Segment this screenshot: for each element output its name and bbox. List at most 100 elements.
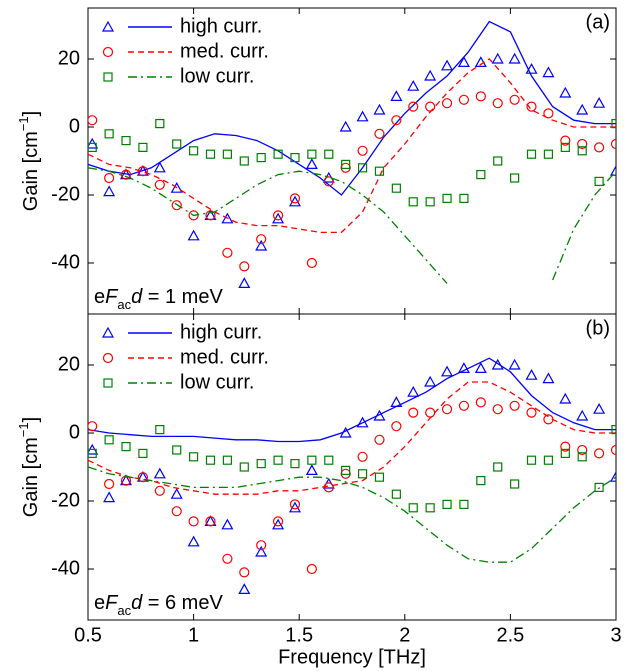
- marker-triangle: [474, 362, 487, 373]
- marker-circle: [475, 397, 486, 408]
- marker-circle: [560, 441, 571, 452]
- marker-square: [510, 479, 520, 489]
- marker-triangle: [525, 368, 538, 380]
- legend-label: high curr.: [180, 15, 262, 37]
- marker-circle: [340, 468, 351, 479]
- marker-square: [425, 197, 435, 207]
- marker-triangle: [356, 416, 369, 428]
- marker-circle: [256, 234, 267, 245]
- y-tick-label: 20: [58, 353, 80, 375]
- marker-circle: [441, 98, 453, 109]
- marker-square: [121, 442, 131, 452]
- marker-square: [138, 448, 148, 458]
- curve: [88, 20, 616, 196]
- marker-triangle: [609, 164, 616, 176]
- marker-square: [459, 499, 469, 509]
- annotation-part: e: [94, 592, 105, 614]
- marker-square: [205, 455, 216, 465]
- marker-square: [408, 197, 418, 207]
- marker-triangle: [272, 518, 285, 530]
- marker-triangle: [407, 79, 420, 91]
- marker-circle: [272, 516, 284, 527]
- marker-circle: [120, 169, 132, 180]
- marker-triangle: [305, 158, 318, 169]
- marker-circle: [475, 91, 486, 102]
- annotation-part: = 1 meV: [142, 286, 223, 308]
- marker-circle: [594, 448, 605, 459]
- marker-triangle: [424, 375, 437, 387]
- marker-square: [172, 445, 182, 455]
- marker-circle: [560, 135, 571, 146]
- marker-triangle: [255, 239, 268, 251]
- marker-triangle: [491, 358, 504, 370]
- marker-triangle: [542, 66, 555, 78]
- marker-circle: [154, 179, 165, 190]
- marker-circle: [222, 247, 233, 258]
- marker-circle: [239, 261, 250, 272]
- marker-circle: [425, 101, 436, 112]
- marker-circle: [509, 94, 520, 105]
- x-axis-label: Frequency [THz]: [278, 646, 426, 668]
- marker-triangle: [390, 396, 403, 407]
- marker-triangle: [474, 56, 487, 67]
- curve: [88, 466, 616, 563]
- marker-triangle: [407, 385, 420, 397]
- marker-circle: [492, 98, 503, 109]
- y-label-part: ]: [20, 111, 42, 117]
- marker-circle: [88, 421, 98, 432]
- marker-circle: [425, 407, 436, 418]
- marker-square: [391, 489, 401, 499]
- marker-triangle: [288, 501, 301, 513]
- marker-triangle: [305, 464, 318, 475]
- panel-label: (b): [586, 317, 610, 339]
- y-tick-label: 0: [69, 115, 80, 137]
- annotation: eFacd = 6 meV: [94, 592, 223, 618]
- marker-circle: [526, 407, 537, 418]
- marker-triangle: [103, 185, 116, 197]
- marker-square: [476, 170, 486, 180]
- marker-square: [594, 482, 604, 492]
- marker-circle: [137, 166, 149, 177]
- plot-frame: [87, 7, 617, 315]
- marker-triangle: [221, 212, 234, 224]
- marker-square: [88, 142, 97, 152]
- marker-square: [357, 469, 368, 479]
- marker-circle: [306, 563, 317, 575]
- y-tick-label: -40: [51, 251, 80, 273]
- marker-circle: [289, 499, 301, 510]
- legend-entry: high curr.: [101, 15, 262, 37]
- y-tick-label: -20: [51, 489, 80, 511]
- legend-label: low curr.: [180, 371, 254, 393]
- curve: [88, 381, 616, 495]
- legend-entry: high curr.: [101, 321, 262, 343]
- marker-triangle: [576, 103, 589, 115]
- marker-square: [273, 455, 283, 465]
- marker-triangle: [457, 362, 470, 373]
- marker-square: [442, 499, 452, 509]
- marker-triangle: [339, 120, 352, 132]
- marker-circle: [577, 138, 588, 150]
- x-tick-label: 3: [610, 624, 621, 646]
- legend-entry: med. curr.: [102, 346, 269, 368]
- marker-square: [577, 452, 587, 462]
- marker-circle: [171, 200, 182, 211]
- marker-square: [307, 455, 317, 465]
- marker-circle: [137, 472, 149, 483]
- curve: [88, 357, 616, 443]
- marker-triangle: [187, 229, 200, 241]
- marker-circle: [374, 434, 385, 445]
- marker-square: [357, 163, 368, 173]
- marker-circle: [441, 404, 453, 415]
- annotation-part: F: [105, 592, 119, 614]
- marker-triangle: [424, 69, 437, 81]
- marker-square: [611, 425, 616, 435]
- marker-circle: [357, 145, 368, 156]
- marker-triangle: [441, 365, 454, 377]
- x-tick-label: 2: [399, 624, 410, 646]
- marker-circle: [408, 101, 419, 112]
- marker-square: [526, 149, 537, 159]
- marker-square: [493, 462, 503, 472]
- y-label-part: −1: [16, 422, 31, 437]
- legend-label: med. curr.: [180, 40, 269, 62]
- marker-triangle: [339, 426, 352, 438]
